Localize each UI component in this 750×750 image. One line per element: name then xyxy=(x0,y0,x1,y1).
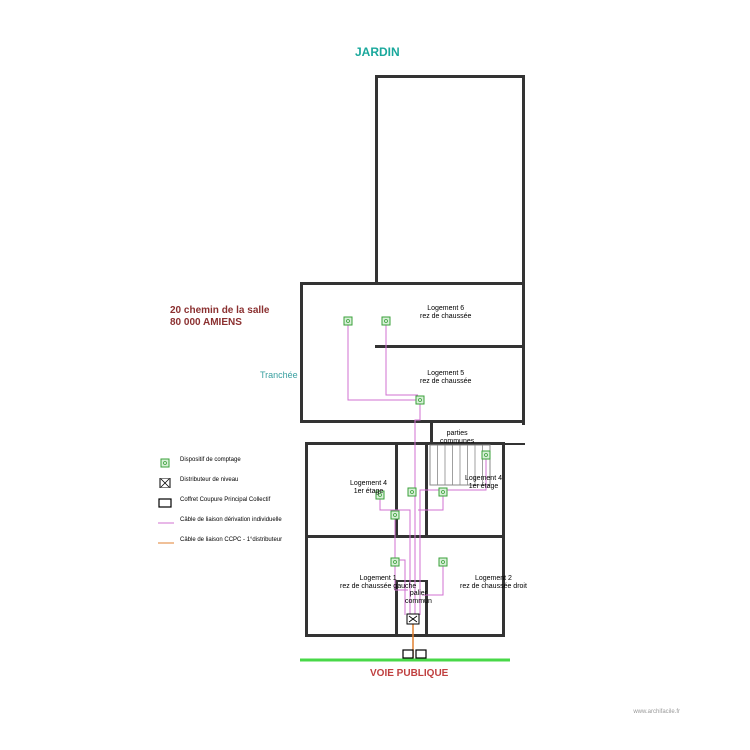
address: 20 chemin de la salle 80 000 AMIENS xyxy=(170,305,270,329)
trench-label: Tranchée xyxy=(260,370,298,380)
room-label-log6: Logement 6rez de chaussée xyxy=(420,305,471,322)
legend-item: Câble de liaison dérivation individuelle xyxy=(158,515,282,525)
voie-label: VOIE PUBLIQUE xyxy=(370,668,448,679)
room-label-log4b: Logement 41er étage xyxy=(465,475,502,492)
legend-label: Câble de liaison CCPC - 1°distributeur xyxy=(180,537,282,543)
floor-plan xyxy=(0,0,750,750)
legend-item: Câble de liaison CCPC - 1°distributeur xyxy=(158,535,282,545)
room-label-log4a: Logement 41er étage xyxy=(350,480,387,497)
legend-icon xyxy=(158,515,174,525)
legend-item: Dispositif de comptage xyxy=(158,455,282,465)
watermark: www.archifacile.fr xyxy=(633,709,680,715)
room-label-parties: partiescommunes xyxy=(440,430,474,447)
legend: Dispositif de comptage Distributeur de ni… xyxy=(158,455,282,555)
legend-label: Câble de liaison dérivation individuelle xyxy=(180,517,282,523)
legend-icon xyxy=(158,455,174,465)
legend-item: Distributeur de niveau xyxy=(158,475,282,485)
legend-icon xyxy=(158,475,174,485)
legend-icon xyxy=(158,495,174,505)
jardin-label: JARDIN xyxy=(355,45,400,59)
legend-label: Dispositif de comptage xyxy=(180,457,241,463)
legend-icon xyxy=(158,535,174,545)
room-label-log5: Logement 5rez de chaussée xyxy=(420,370,471,387)
address-line1: 20 chemin de la salle xyxy=(170,305,270,317)
legend-label: Coffret Coupure Principal Collectif xyxy=(180,497,270,503)
address-line2: 80 000 AMIENS xyxy=(170,317,270,329)
legend-item: Coffret Coupure Principal Collectif xyxy=(158,495,282,505)
legend-label: Distributeur de niveau xyxy=(180,477,238,483)
room-label-log2: Logement 2rez de chaussée droit xyxy=(460,575,527,592)
room-label-palier: paliercommun xyxy=(405,590,432,607)
